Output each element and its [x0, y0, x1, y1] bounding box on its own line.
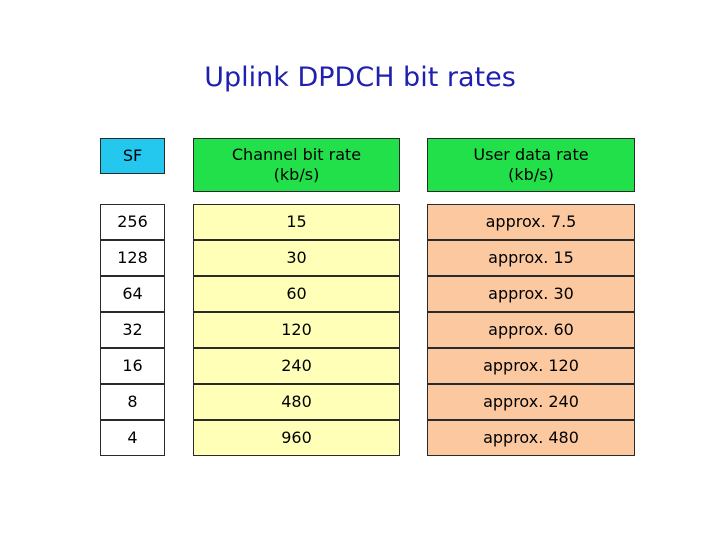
row-3-user: approx. 60	[427, 312, 635, 348]
user-value: approx. 120	[483, 356, 579, 375]
channel-value: 15	[286, 212, 307, 231]
row-4-channel: 240	[193, 348, 400, 384]
sf-value: 32	[122, 320, 143, 339]
row-4-user: approx. 120	[427, 348, 635, 384]
user-value: approx. 15	[488, 248, 574, 267]
row-1-user: approx. 15	[427, 240, 635, 276]
user-value: approx. 240	[483, 392, 579, 411]
row-4-sf: 16	[100, 348, 165, 384]
channel-value: 480	[281, 392, 312, 411]
sf-value: 256	[117, 212, 148, 231]
channel-value: 960	[281, 428, 312, 447]
row-5-user: approx. 240	[427, 384, 635, 420]
channel-value: 60	[286, 284, 307, 303]
header-channel-bit-rate: Channel bit rate (kb/s)	[193, 138, 400, 192]
sf-value: 4	[127, 428, 138, 447]
user-value: approx. 60	[488, 320, 574, 339]
header-user-data-rate: User data rate (kb/s)	[427, 138, 635, 192]
page-title: Uplink DPDCH bit rates	[204, 62, 516, 93]
row-0-sf: 256	[100, 204, 165, 240]
row-5-channel: 480	[193, 384, 400, 420]
row-3-sf: 32	[100, 312, 165, 348]
user-value: approx. 7.5	[485, 212, 577, 231]
row-6-channel: 960	[193, 420, 400, 456]
header-user-label: User data rate (kb/s)	[473, 145, 589, 184]
row-5-sf: 8	[100, 384, 165, 420]
channel-value: 240	[281, 356, 312, 375]
channel-value: 30	[286, 248, 307, 267]
sf-value: 8	[127, 392, 138, 411]
header-sf-label: SF	[122, 146, 143, 165]
row-1-sf: 128	[100, 240, 165, 276]
row-0-channel: 15	[193, 204, 400, 240]
row-6-sf: 4	[100, 420, 165, 456]
row-2-sf: 64	[100, 276, 165, 312]
header-sf: SF	[100, 138, 165, 174]
row-6-user: approx. 480	[427, 420, 635, 456]
sf-value: 16	[122, 356, 143, 375]
user-value: approx. 480	[483, 428, 579, 447]
row-2-user: approx. 30	[427, 276, 635, 312]
row-3-channel: 120	[193, 312, 400, 348]
sf-value: 128	[117, 248, 148, 267]
sf-value: 64	[122, 284, 143, 303]
row-2-channel: 60	[193, 276, 400, 312]
row-1-channel: 30	[193, 240, 400, 276]
user-value: approx. 30	[488, 284, 574, 303]
channel-value: 120	[281, 320, 312, 339]
header-channel-label: Channel bit rate (kb/s)	[231, 145, 362, 184]
row-0-user: approx. 7.5	[427, 204, 635, 240]
